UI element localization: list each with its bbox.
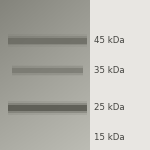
Bar bbox=[8, 34, 87, 47]
Bar bbox=[12, 66, 82, 75]
Text: 15 kDa: 15 kDa bbox=[94, 134, 125, 142]
Bar bbox=[90, 0, 150, 150]
Bar bbox=[8, 103, 87, 113]
Text: 45 kDa: 45 kDa bbox=[94, 36, 125, 45]
Bar bbox=[12, 68, 82, 73]
Text: 35 kDa: 35 kDa bbox=[94, 66, 125, 75]
Bar bbox=[8, 105, 87, 111]
Bar bbox=[8, 38, 87, 44]
Bar bbox=[8, 36, 87, 45]
Bar bbox=[8, 101, 87, 115]
Text: 25 kDa: 25 kDa bbox=[94, 103, 125, 112]
Bar bbox=[12, 65, 82, 76]
